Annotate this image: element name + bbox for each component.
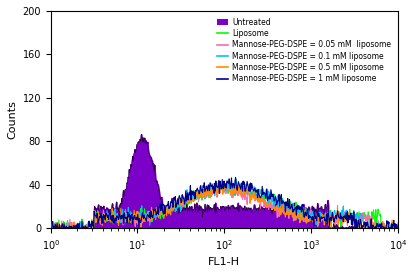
X-axis label: FL1-H: FL1-H [208, 257, 240, 267]
Legend: Untreated, Liposome, Mannose-PEG-DSPE = 0.05 mM  liposome, Mannose-PEG-DSPE = 0.: Untreated, Liposome, Mannose-PEG-DSPE = … [213, 15, 393, 86]
Y-axis label: Counts: Counts [7, 100, 17, 139]
